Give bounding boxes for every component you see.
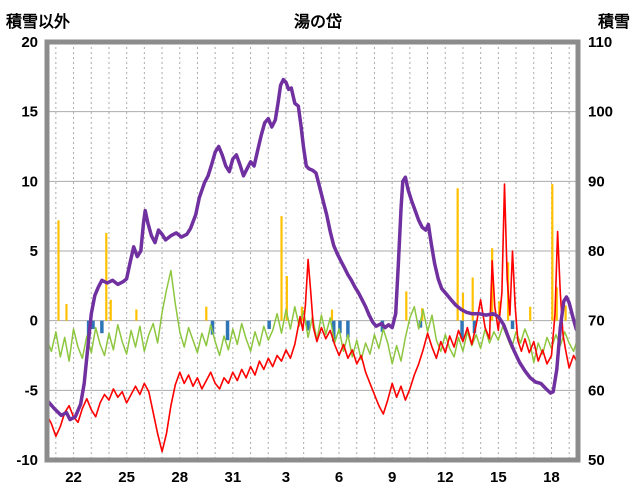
left-axis-tick: 5 [30,243,38,260]
x-axis-tick: 15 [490,469,507,486]
left-axis-tick: -5 [25,382,38,399]
right-axis-tick: 50 [588,452,605,469]
left-axis-tick: 20 [21,34,38,51]
right-axis-tick: 60 [588,382,605,399]
series-purple-thick-line [45,77,580,422]
chart-title: 湯の岱 [293,14,342,31]
plot-frame [44,39,581,463]
x-axis-tick: 18 [543,469,560,486]
right-axis-tick: 70 [588,313,605,330]
left-axis-tick: 10 [21,173,38,190]
left-axis-tick: 0 [30,313,38,330]
right-axis-title: 積雪 [597,14,630,31]
x-axis-tick: 28 [171,469,188,486]
left-axis-tick: 15 [21,104,38,121]
x-axis-tick: 12 [437,469,454,486]
x-axis-tick: 31 [225,469,242,486]
x-axis-tick: 25 [118,469,135,486]
x-axis-tick: 22 [65,469,82,486]
left-axis-tick: -10 [16,452,38,469]
x-axis-tick: 9 [388,469,396,486]
right-axis-tick: 110 [588,34,612,51]
series-orange-spikes [57,184,567,321]
right-axis-tick: 90 [588,173,605,190]
left-axis-title: 積雪以外 [6,14,71,31]
x-axis-tick: 3 [282,469,290,486]
x-axis-tick: 6 [335,469,343,486]
series-red-line [46,183,579,453]
right-axis-tick: 80 [588,243,605,260]
right-axis-tick: 100 [588,104,613,121]
